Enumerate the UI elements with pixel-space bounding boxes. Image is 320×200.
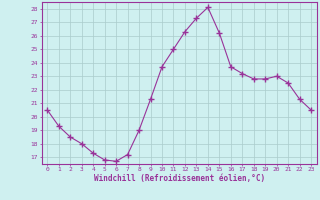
X-axis label: Windchill (Refroidissement éolien,°C): Windchill (Refroidissement éolien,°C) bbox=[94, 174, 265, 183]
